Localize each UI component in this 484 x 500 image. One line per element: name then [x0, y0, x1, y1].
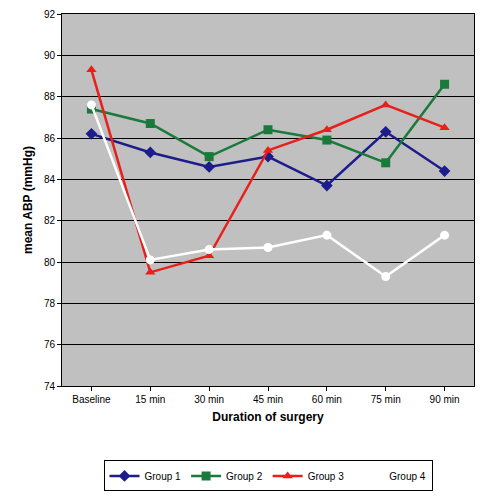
- svg-text:84: 84: [44, 174, 56, 185]
- svg-text:mean ABP (mmHg): mean ABP (mmHg): [21, 146, 35, 254]
- svg-text:86: 86: [44, 133, 56, 144]
- svg-text:Group 4: Group 4: [389, 471, 426, 482]
- svg-text:90: 90: [44, 50, 56, 61]
- svg-text:75 min: 75 min: [371, 394, 401, 405]
- svg-text:Group 3: Group 3: [308, 471, 345, 482]
- svg-text:45 min: 45 min: [253, 394, 283, 405]
- svg-text:Baseline: Baseline: [72, 394, 111, 405]
- svg-text:90 min: 90 min: [430, 394, 460, 405]
- svg-text:60 min: 60 min: [312, 394, 342, 405]
- svg-text:80: 80: [44, 257, 56, 268]
- svg-text:92: 92: [44, 9, 56, 20]
- svg-text:78: 78: [44, 298, 56, 309]
- svg-text:15 min: 15 min: [135, 394, 165, 405]
- svg-text:Group 1: Group 1: [145, 471, 182, 482]
- svg-text:30 min: 30 min: [194, 394, 224, 405]
- svg-text:88: 88: [44, 91, 56, 102]
- svg-text:76: 76: [44, 339, 56, 350]
- svg-text:82: 82: [44, 215, 56, 226]
- svg-text:74: 74: [44, 381, 56, 392]
- svg-text:Group 2: Group 2: [226, 471, 263, 482]
- svg-text:Duration of surgery: Duration of surgery: [212, 410, 324, 424]
